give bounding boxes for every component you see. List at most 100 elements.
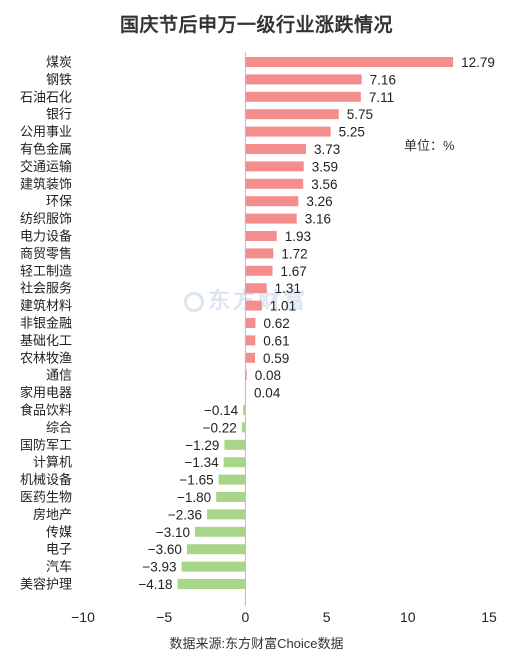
x-tick-label: −10 xyxy=(71,609,95,625)
value-label: 0.62 xyxy=(263,316,289,331)
bar-基础化工 xyxy=(245,335,256,346)
bar-通信 xyxy=(245,370,247,381)
category-label: 机械设备 xyxy=(20,472,72,487)
category-label: 建筑材料 xyxy=(20,298,72,313)
bar-美容护理 xyxy=(177,579,246,589)
category-label: 钢铁 xyxy=(46,72,72,87)
category-label: 电子 xyxy=(46,542,72,557)
value-label: 0.59 xyxy=(263,351,289,366)
category-label: 美容护理 xyxy=(20,577,72,592)
value-label: 0.04 xyxy=(254,386,281,401)
bar-传媒 xyxy=(195,526,246,537)
value-label: 3.56 xyxy=(311,177,337,192)
category-label: 国防军工 xyxy=(20,437,72,452)
value-label: −0.14 xyxy=(204,403,239,418)
bar-交通运输 xyxy=(245,161,304,172)
category-label: 商贸零售 xyxy=(20,246,72,261)
value-label: 1.72 xyxy=(281,246,307,261)
value-label: 0.08 xyxy=(255,368,281,383)
category-label: 综合 xyxy=(46,420,72,435)
bar-煤炭 xyxy=(245,57,454,67)
category-label: 纺织服饰 xyxy=(20,211,72,226)
category-label: 非银金融 xyxy=(20,316,72,331)
x-tick-label: 10 xyxy=(400,609,416,625)
category-label: 建筑装饰 xyxy=(20,176,72,191)
value-label: 3.16 xyxy=(305,212,331,227)
category-label: 汽车 xyxy=(46,559,72,574)
value-label: 5.25 xyxy=(339,125,365,140)
bar-环保 xyxy=(245,196,299,207)
value-label: −1.80 xyxy=(177,490,211,505)
category-label: 环保 xyxy=(46,194,72,209)
bar-医药生物 xyxy=(216,492,246,502)
bar-房地产 xyxy=(207,509,246,520)
bar-汽车 xyxy=(181,561,246,572)
bar-食品饮料 xyxy=(243,405,246,415)
bar-国防军工 xyxy=(224,439,246,450)
unit-label: 单位：% xyxy=(404,138,455,153)
category-label: 银行 xyxy=(46,107,72,122)
value-label: 1.31 xyxy=(275,281,301,296)
value-label: −2.36 xyxy=(168,507,202,522)
category-label: 计算机 xyxy=(33,455,72,470)
category-label: 石油石化 xyxy=(20,89,72,104)
bar-综合 xyxy=(241,422,246,433)
bar-有色金属 xyxy=(245,144,306,154)
category-label: 通信 xyxy=(46,368,72,383)
category-label: 煤炭 xyxy=(46,55,72,70)
category-label: 家用电器 xyxy=(20,385,72,400)
bar-公用事业 xyxy=(245,126,331,137)
category-label: 社会服务 xyxy=(20,281,72,296)
chart-title: 国庆节后申万一级行业涨跌情况 xyxy=(119,15,393,36)
value-label: 3.73 xyxy=(314,142,340,157)
value-label: 3.26 xyxy=(306,194,332,209)
category-label: 食品饮料 xyxy=(20,403,72,418)
value-label: −3.10 xyxy=(156,525,190,540)
value-label: 1.93 xyxy=(285,229,311,244)
bar-商贸零售 xyxy=(245,248,274,259)
category-label: 传媒 xyxy=(46,524,72,539)
bar-电力设备 xyxy=(245,231,277,241)
x-tick-label: 5 xyxy=(323,609,331,625)
bar-电子 xyxy=(186,544,246,555)
value-label: 0.61 xyxy=(263,333,289,348)
bar-非银金融 xyxy=(245,318,256,328)
watermark-logo-icon xyxy=(184,292,204,313)
category-label: 交通运输 xyxy=(20,159,72,174)
bar-机械设备 xyxy=(218,474,246,485)
value-label: 3.59 xyxy=(312,159,338,174)
bar-社会服务 xyxy=(245,283,267,294)
value-label: −3.93 xyxy=(142,560,176,575)
value-label: 1.67 xyxy=(281,264,307,279)
bar-钢铁 xyxy=(245,74,362,85)
category-label: 轻工制造 xyxy=(20,263,72,278)
value-label: −1.65 xyxy=(179,473,213,488)
value-label: 5.75 xyxy=(347,107,373,122)
value-label: 1.01 xyxy=(270,299,296,314)
bar-轻工制造 xyxy=(245,265,273,276)
value-label: −1.29 xyxy=(185,438,219,453)
value-label: −0.22 xyxy=(203,420,237,435)
bar-计算机 xyxy=(223,457,246,468)
bar-农林牧渔 xyxy=(245,352,255,363)
labels-layer: 煤炭 12.79 钢铁 7.16 石油石化 7.11 银行 5.75 公用事业 5.25 有色金属 3… xyxy=(20,55,495,593)
category-label: 电力设备 xyxy=(20,229,72,244)
x-tick-label: 15 xyxy=(481,609,497,625)
bar-建筑材料 xyxy=(245,300,262,311)
value-label: −3.60 xyxy=(148,542,182,557)
value-label: 7.11 xyxy=(369,90,394,105)
value-label: −1.34 xyxy=(184,455,219,470)
value-label: 12.79 xyxy=(461,55,495,70)
axis-layer: −10 −5 0 5 10 15 xyxy=(71,52,497,625)
category-label: 基础化工 xyxy=(20,333,72,348)
category-label: 医药生物 xyxy=(20,490,72,505)
x-tick-label: 0 xyxy=(242,609,250,625)
category-label: 公用事业 xyxy=(20,124,72,139)
value-label: −4.18 xyxy=(138,577,172,592)
value-label: 7.16 xyxy=(370,72,396,87)
source-label: 数据来源:东方财富Choice数据 xyxy=(169,636,344,651)
bar-银行 xyxy=(245,109,339,120)
bar-纺织服饰 xyxy=(245,213,297,224)
bar-建筑装饰 xyxy=(245,178,304,189)
